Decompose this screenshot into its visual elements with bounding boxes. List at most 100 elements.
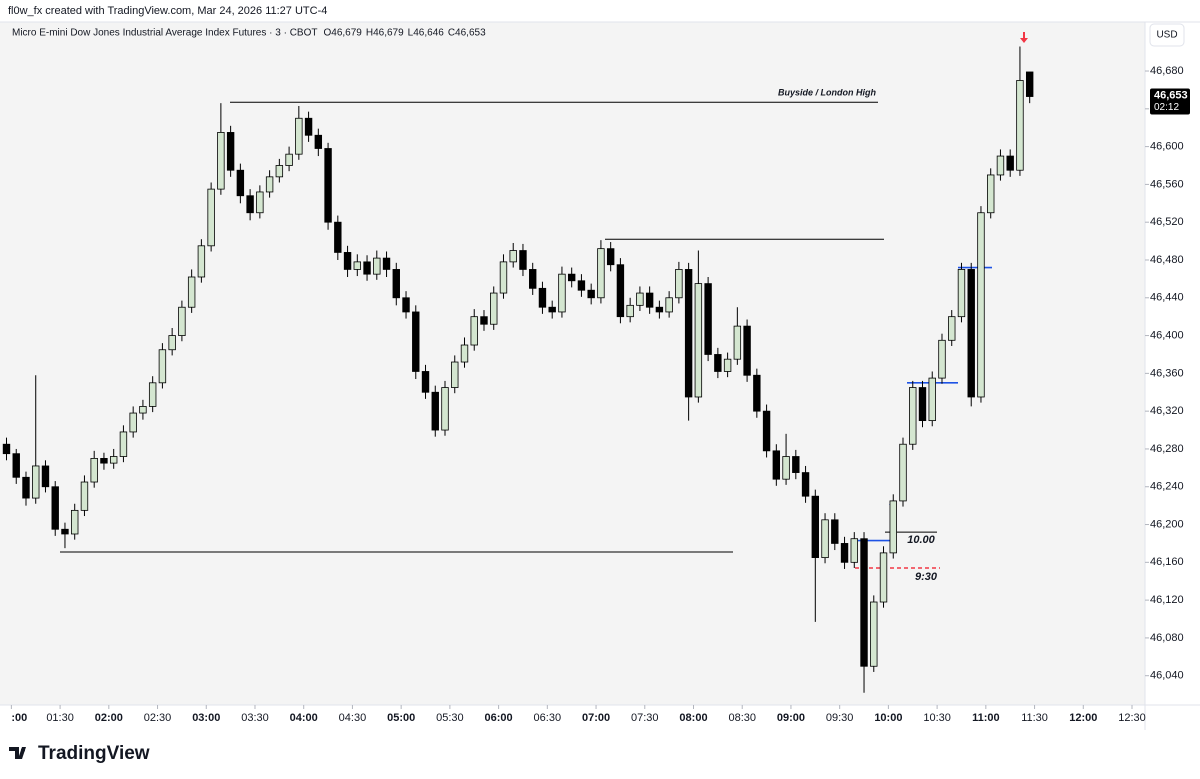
candle-body [1016,80,1024,171]
x-tick-label: 03:30 [241,712,269,724]
y-tick-label: 46,320 [1150,405,1184,417]
candle-body [704,283,712,355]
candle-body [109,456,118,464]
y-tick-label: 46,080 [1150,632,1184,644]
candle-body [529,269,537,289]
currency-button[interactable] [1149,23,1185,47]
ohlc-value: C46,653 [448,28,486,39]
candle-body [636,292,644,306]
x-tick-label: 08:30 [728,712,756,724]
candle-body [616,264,625,318]
plot-area [0,22,1145,705]
candle-body [948,316,956,341]
candle-body [567,273,576,282]
candle-body [470,316,478,346]
y-tick-label: 46,360 [1150,367,1184,379]
x-tick-label: 01:30 [46,712,74,724]
candle-body [197,245,206,278]
countdown: 02:12 [1154,102,1179,113]
level-label: 10.00 [907,534,935,546]
candle-body [996,155,1005,176]
candle-body [139,406,147,414]
x-tick-label: 02:00 [95,712,123,724]
candle-body [801,472,810,497]
candle-body [71,509,79,535]
x-tick-label: :00 [11,712,27,724]
y-tick-label: 46,280 [1150,443,1184,455]
candle-body [382,257,391,270]
candle-body [840,543,849,563]
candle-body [334,221,342,253]
candle-body [22,476,30,499]
candle-body [918,387,927,422]
candle-body [977,212,985,398]
last-price-label: 46,653 [1154,89,1188,101]
candle-body [265,176,274,193]
candle-body [168,335,176,351]
candle-body [353,261,362,270]
candle-body [431,391,439,431]
x-tick-label: 10:00 [874,712,902,724]
level-label: 9:30 [915,571,938,583]
x-tick-label: 12:00 [1069,712,1097,724]
candle-body [792,456,800,473]
candle-body [236,169,245,197]
candle-body [451,361,459,388]
candle-body [392,269,400,299]
x-tick-label: 06:30 [534,712,562,724]
candle-body [645,292,654,308]
candle-body [80,481,89,511]
x-tick-label: 05:00 [387,712,415,724]
candle-body [226,132,235,171]
candle-body [1025,71,1034,97]
candle-body [743,325,751,376]
candle-body [100,457,108,464]
candle-body [772,450,781,480]
candle-body [665,297,673,313]
candle-body [606,248,615,266]
ohlc-value: H46,679 [366,28,404,39]
candle-body [304,117,313,136]
candle-body [324,148,332,223]
candle-body [460,344,469,363]
candle-body [217,132,225,190]
candle-body [850,538,858,563]
candle-body [61,528,69,535]
candle-body [207,188,215,247]
candle-body [148,382,157,407]
x-tick-label: 09:00 [777,712,805,724]
x-tick-label: 03:00 [192,712,220,724]
candle-body [753,374,761,412]
x-tick-label: 12:30 [1118,712,1146,724]
candle-body [860,538,868,667]
candle-body [889,500,897,554]
y-tick-label: 46,600 [1150,141,1184,153]
candle-body [675,269,683,299]
y-tick-label: 46,160 [1150,556,1184,568]
candle-body [1006,155,1014,171]
currency[interactable]: USD [1156,30,1177,41]
candle-body [129,412,137,433]
y-tick-label: 46,400 [1150,329,1184,341]
candle-body [41,465,50,488]
candle-body [373,257,381,275]
x-tick-label: 10:30 [923,712,951,724]
candle-body [499,261,508,294]
candle-body [343,252,352,270]
candle-body [733,325,742,360]
candle-body [811,495,820,559]
x-tick-label: 11:00 [972,712,1000,724]
y-tick-label: 46,520 [1150,216,1184,228]
x-tick-label: 04:00 [290,712,318,724]
x-tick-label: 09:30 [826,712,854,724]
candle-body [548,306,556,313]
candle-body [119,431,128,457]
candle-body [256,191,264,214]
x-tick-label: 08:00 [679,712,707,724]
candle-body [987,174,995,214]
logo-dot [21,748,25,752]
candle-body [967,269,975,398]
candle-body [899,443,907,502]
candle-body [32,465,40,499]
